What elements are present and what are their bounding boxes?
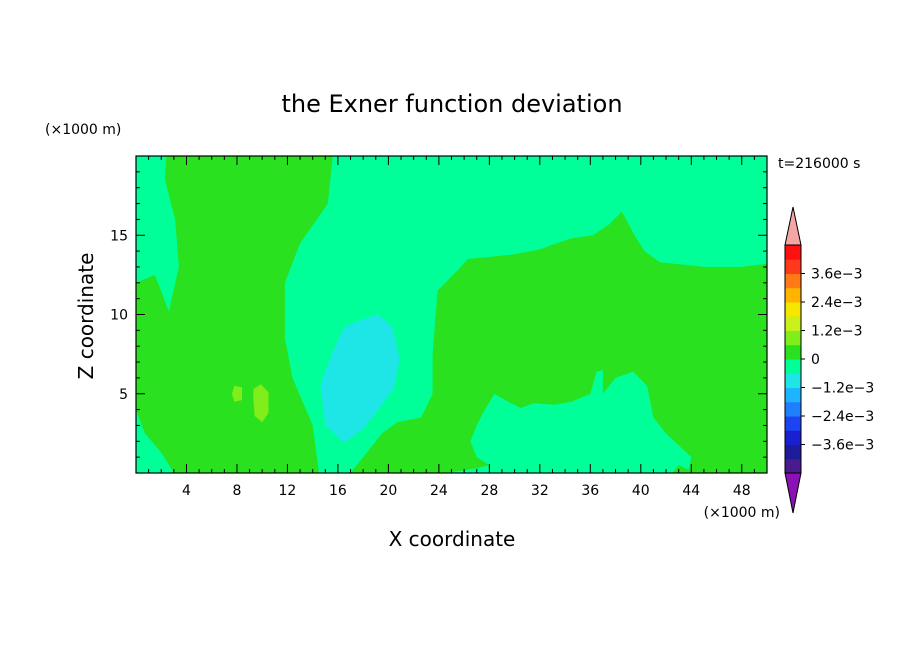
x-tick-label: 28	[480, 483, 498, 499]
y-axis-title: Z coordinate	[74, 253, 98, 380]
colorbar-bin	[785, 444, 801, 460]
colorbar-bin	[785, 359, 801, 374]
x-tick-label: 8	[232, 483, 241, 499]
colorbar-bin	[785, 416, 801, 431]
x-tick-label: 44	[682, 483, 700, 499]
x-axis: 4 8 12 16 20 24 28 32 36 40 44 48	[148, 156, 755, 499]
colorbar-label: −2.4e−3	[811, 409, 874, 425]
x-tick-label: 4	[182, 483, 191, 499]
colorbar-bin	[785, 344, 801, 360]
x-tick-label: 20	[379, 483, 397, 499]
y-axis: 5 10 15	[110, 171, 767, 458]
colorbar-bin	[785, 330, 801, 346]
x-tick-label: 32	[531, 483, 549, 499]
colorbar-bin	[785, 273, 801, 289]
colorbar-bin	[785, 316, 801, 331]
colorbar-bin	[785, 387, 801, 403]
x-tick-label: 40	[632, 483, 650, 499]
x-tick-label: 16	[329, 483, 347, 499]
y-tick-label: 15	[110, 228, 128, 244]
contour-region-5	[231, 385, 242, 402]
chart-title: the Exner function deviation	[281, 90, 622, 118]
x-tick-label: 12	[279, 483, 297, 499]
x-tick-label: 48	[733, 483, 751, 499]
y-unit-label: (×1000 m)	[45, 122, 121, 138]
colorbar: 3.6e−3 2.4e−3 1.2e−3 0 −1.2e−3 −2.4e−3 −3.6e−3	[784, 206, 874, 514]
colorbar-label: −3.6e−3	[811, 438, 874, 454]
colorbar-bin	[785, 373, 801, 388]
colorbar-label: −1.2e−3	[811, 381, 874, 397]
plot-area	[135, 155, 768, 474]
y-tick-label: 5	[119, 387, 128, 403]
colorbar-bin	[785, 401, 801, 417]
colorbar-bin	[785, 302, 801, 317]
colorbar-over-arrow	[784, 206, 802, 246]
x-unit-label: (×1000 m)	[704, 505, 780, 521]
colorbar-label: 2.4e−3	[811, 295, 863, 311]
colorbar-under-arrow	[784, 472, 802, 514]
contour-region-2	[350, 211, 767, 473]
x-tick-label: 36	[581, 483, 599, 499]
colorbar-bin	[785, 287, 801, 303]
colorbar-bin	[785, 430, 801, 445]
colorbar-bin	[785, 245, 801, 260]
colorbar-label: 0	[811, 352, 820, 368]
colorbar-bin	[785, 458, 801, 474]
time-label: t=216000 s	[778, 156, 860, 172]
contour-region-1	[136, 156, 333, 473]
contour-region-3	[320, 314, 400, 443]
y-tick-label: 10	[110, 308, 128, 324]
x-axis-title: X coordinate	[389, 527, 516, 551]
colorbar-bin	[785, 259, 801, 274]
contour-region-4	[253, 384, 269, 423]
colorbar-label: 1.2e−3	[811, 324, 863, 340]
colorbar-label: 3.6e−3	[811, 267, 863, 283]
x-tick-label: 24	[430, 483, 448, 499]
